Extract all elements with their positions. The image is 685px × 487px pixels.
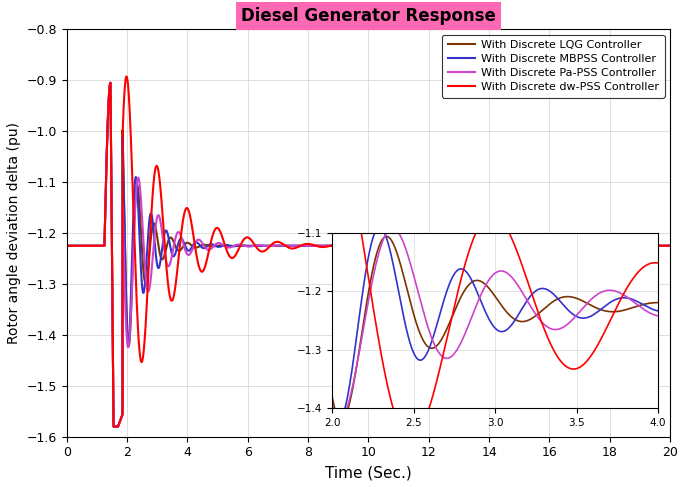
With Discrete MBPSS Controller	[99, 243, 107, 249]
With Discrete Pa-PSS Controller	[65, 243, 73, 249]
Y-axis label: Rotor angle deviation delta (pu): Rotor angle deviation delta (pu)	[7, 122, 21, 344]
With Discrete LQG Controller	[99, 243, 107, 249]
With Discrete Pa-PSS Controller	[181, 247, 189, 253]
With Discrete dw-PSS Controller	[666, 243, 674, 249]
With Discrete dw-PSS Controller	[110, 424, 118, 430]
With Discrete Pa-PSS Controller	[666, 243, 674, 249]
Line: With Discrete Pa-PSS Controller: With Discrete Pa-PSS Controller	[66, 83, 670, 427]
With Discrete MBPSS Controller	[65, 243, 73, 249]
With Discrete LQG Controller	[62, 243, 71, 249]
X-axis label: Time (Sec.): Time (Sec.)	[325, 465, 412, 480]
With Discrete dw-PSS Controller	[358, 243, 366, 248]
With Discrete Pa-PSS Controller	[634, 243, 643, 249]
With Discrete dw-PSS Controller	[181, 207, 189, 213]
With Discrete dw-PSS Controller	[123, 74, 131, 79]
With Discrete dw-PSS Controller	[65, 243, 73, 249]
With Discrete dw-PSS Controller	[88, 243, 96, 249]
With Discrete Pa-PSS Controller	[88, 243, 96, 249]
With Discrete dw-PSS Controller	[99, 243, 107, 249]
With Discrete Pa-PSS Controller	[62, 243, 71, 249]
With Discrete dw-PSS Controller	[634, 243, 643, 249]
With Discrete MBPSS Controller	[88, 243, 96, 249]
With Discrete LQG Controller	[666, 243, 674, 249]
With Discrete MBPSS Controller	[181, 243, 189, 249]
With Discrete dw-PSS Controller	[62, 243, 71, 249]
With Discrete Pa-PSS Controller	[110, 424, 118, 430]
With Discrete MBPSS Controller	[634, 243, 643, 249]
With Discrete LQG Controller	[634, 243, 643, 249]
With Discrete Pa-PSS Controller	[106, 80, 114, 86]
With Discrete LQG Controller	[110, 424, 118, 430]
Legend: With Discrete LQG Controller, With Discrete MBPSS Controller, With Discrete Pa-P: With Discrete LQG Controller, With Discr…	[442, 35, 664, 97]
Line: With Discrete LQG Controller: With Discrete LQG Controller	[66, 83, 670, 427]
With Discrete MBPSS Controller	[110, 424, 118, 430]
With Discrete LQG Controller	[88, 243, 96, 249]
Title: Diesel Generator Response: Diesel Generator Response	[241, 7, 496, 25]
With Discrete MBPSS Controller	[358, 243, 366, 249]
With Discrete LQG Controller	[358, 243, 366, 249]
Line: With Discrete dw-PSS Controller: With Discrete dw-PSS Controller	[66, 76, 670, 427]
With Discrete LQG Controller	[106, 80, 114, 86]
With Discrete Pa-PSS Controller	[99, 243, 107, 249]
With Discrete Pa-PSS Controller	[358, 243, 366, 249]
With Discrete LQG Controller	[65, 243, 73, 249]
With Discrete MBPSS Controller	[106, 80, 114, 86]
With Discrete LQG Controller	[181, 241, 189, 247]
With Discrete MBPSS Controller	[62, 243, 71, 249]
With Discrete MBPSS Controller	[666, 243, 674, 249]
Line: With Discrete MBPSS Controller: With Discrete MBPSS Controller	[66, 83, 670, 427]
